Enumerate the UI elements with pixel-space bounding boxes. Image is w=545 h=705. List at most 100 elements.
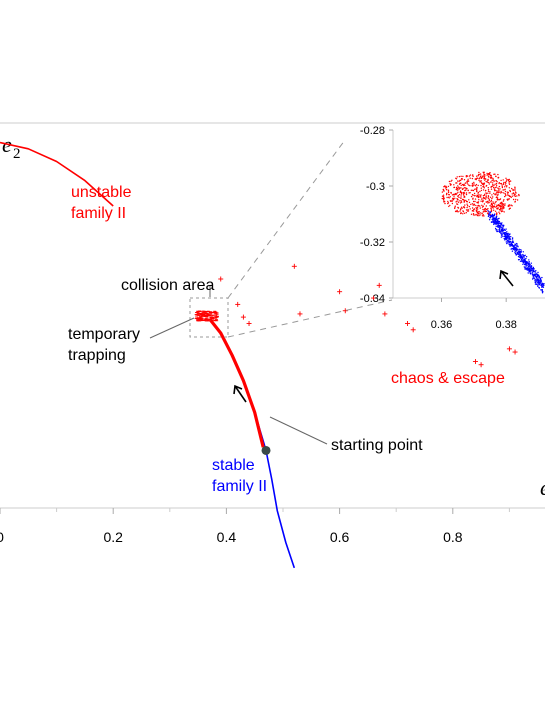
inset-red-point: [518, 193, 520, 196]
inset-red-point: [502, 204, 504, 207]
inset-blue-point: [539, 278, 542, 280]
inset-red-point: [468, 175, 471, 177]
inset-ticks: -0.28 -0.3 -0.32 -0.34 0.36 0.38: [360, 125, 517, 331]
inset-red-point: [498, 199, 500, 201]
inset-red-point: [516, 199, 519, 201]
inset-red-point: [460, 206, 463, 208]
inset-blue-point: [519, 254, 522, 257]
inset-red-point: [473, 181, 475, 184]
inset-red-point: [498, 190, 500, 192]
inset-blue-point: [515, 249, 518, 251]
inset-red-point: [496, 190, 498, 192]
inset-blue-point: [499, 231, 502, 233]
inset-blue-point: [506, 232, 509, 235]
escape-point: [506, 346, 512, 352]
inset-blue-point: [501, 224, 503, 226]
inset-blue-point: [536, 281, 538, 283]
inset-red-point: [465, 193, 468, 196]
inset-red-point: [513, 192, 515, 195]
inset-red-point: [463, 212, 466, 214]
inset-red-point: [495, 180, 497, 182]
inset-blue-point: [500, 232, 502, 234]
inset-blue-point: [505, 228, 507, 230]
inset-blue-point: [525, 256, 528, 258]
inset-red-point: [480, 200, 482, 202]
inset-red-point: [454, 193, 456, 196]
inset-red-point: [442, 194, 445, 196]
inset-red-point: [490, 199, 493, 202]
inset-blue-point: [523, 255, 526, 257]
inset-red-point: [457, 211, 459, 213]
inset-red-point: [488, 173, 491, 176]
inset-red-point: [485, 205, 487, 207]
inset-red-point: [451, 179, 453, 181]
inset-red-point: [488, 200, 490, 202]
inset-red-point: [489, 172, 491, 174]
inset-red-point: [447, 190, 450, 192]
inset-red-point: [454, 207, 456, 210]
inset-red-point: [477, 194, 479, 196]
inset-red-point: [495, 175, 497, 178]
inset-red-point: [463, 179, 466, 181]
inset-red-point: [446, 196, 448, 199]
inset-red-point: [485, 180, 487, 183]
inset-blue-point: [540, 289, 542, 291]
inset-red-point: [463, 195, 465, 198]
inset-blue-point: [491, 215, 493, 217]
collision-area-label: collision area: [121, 277, 214, 294]
inset-red-point: [488, 181, 490, 184]
inset-red-point: [469, 177, 471, 179]
inset-blue-point: [492, 220, 494, 222]
inset-red-point: [496, 191, 498, 193]
inset-red-point: [471, 203, 474, 205]
inset-red-point: [462, 175, 464, 178]
inset-red-point: [498, 211, 500, 213]
inset-red-point: [482, 196, 485, 199]
inset-blue-point: [523, 260, 525, 262]
inset-blue-point: [501, 228, 503, 230]
inset-blue-point: [505, 237, 507, 239]
inset-red-point: [494, 206, 496, 208]
inset-red-point: [486, 212, 489, 214]
inset-red-point: [478, 194, 480, 196]
inset-red-point: [499, 192, 502, 194]
inset-blue-point: [514, 243, 516, 245]
inset-blue-point: [506, 236, 509, 238]
inset-blue-point: [522, 261, 524, 263]
inset-red-point: [458, 186, 460, 188]
inset-red-point: [493, 189, 496, 191]
inset-blue-point: [528, 267, 530, 270]
inset-blue-point: [510, 244, 512, 246]
inset-red-point: [487, 208, 489, 210]
inset-red-point: [476, 201, 478, 204]
inset-blue-point: [508, 233, 511, 236]
inset-blue-point: [502, 235, 504, 238]
inset-red-point: [513, 189, 515, 191]
inset-red-point: [507, 191, 509, 194]
inset-red-point: [453, 186, 455, 189]
inset-red-point: [488, 201, 490, 204]
inset-red-point: [452, 193, 455, 196]
inset-blue-point: [540, 282, 542, 284]
inset-blue-point: [518, 256, 520, 258]
inset-red-point: [472, 200, 475, 203]
inset-blue-point: [521, 260, 523, 263]
annotations: unstable family II collision area tempor…: [68, 184, 505, 495]
inset-red-point: [473, 192, 476, 195]
inset-red-point: [460, 197, 462, 199]
inset-blue-point: [525, 265, 527, 267]
inset-red-point: [502, 179, 504, 181]
inset-red-point: [504, 204, 506, 207]
x-tick-label: 0: [0, 529, 4, 545]
series-unstable-family-II: [0, 141, 114, 207]
inset-red-point: [465, 182, 467, 184]
inset-red-point: [483, 182, 486, 184]
main-series-layer: [0, 141, 296, 569]
inset-red-point: [498, 188, 500, 190]
inset-red-point: [473, 203, 475, 205]
inset-red-point: [492, 180, 494, 182]
inset-red-point: [445, 188, 448, 190]
inset-red-point: [446, 193, 448, 195]
inset-points: [441, 171, 545, 294]
inset-red-point: [487, 176, 490, 178]
